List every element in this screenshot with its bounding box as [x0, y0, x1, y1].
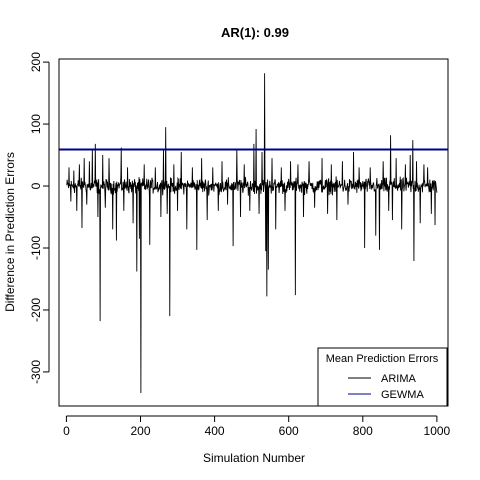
x-tick-label: 200	[130, 424, 150, 438]
plot-area	[59, 73, 448, 393]
series-line-arima	[66, 73, 438, 393]
legend-box	[317, 347, 448, 407]
legend-label-arima: ARIMA	[381, 373, 417, 385]
y-tick-label: -100	[29, 236, 43, 260]
y-tick-label: 200	[29, 52, 43, 72]
plot-frame	[58, 58, 449, 407]
y-axis-label: Difference in Prediction Errors	[3, 152, 17, 312]
x-tick-label: 1000	[424, 424, 451, 438]
x-tick-label: 600	[279, 424, 299, 438]
chart-title: AR(1): 0.99	[221, 25, 289, 40]
x-tick-label: 0	[63, 424, 70, 438]
y-tick-label: 0	[29, 182, 43, 189]
legend-title: Mean Prediction Errors	[326, 353, 439, 365]
x-tick-label: 400	[205, 424, 225, 438]
legend: Mean Prediction Errors ARIMA GEWMA	[317, 347, 448, 407]
y-tick-label: -300	[29, 360, 43, 384]
y-tick-label: 100	[29, 114, 43, 134]
legend-label-gewma: GEWMA	[381, 389, 424, 401]
y-tick-label: -200	[29, 298, 43, 322]
axes: 0 200 400 600 800 1000 -300 -200 -100 0 100 200	[29, 52, 451, 438]
x-tick-label: 800	[353, 424, 373, 438]
x-axis-label: Simulation Number	[203, 451, 305, 465]
